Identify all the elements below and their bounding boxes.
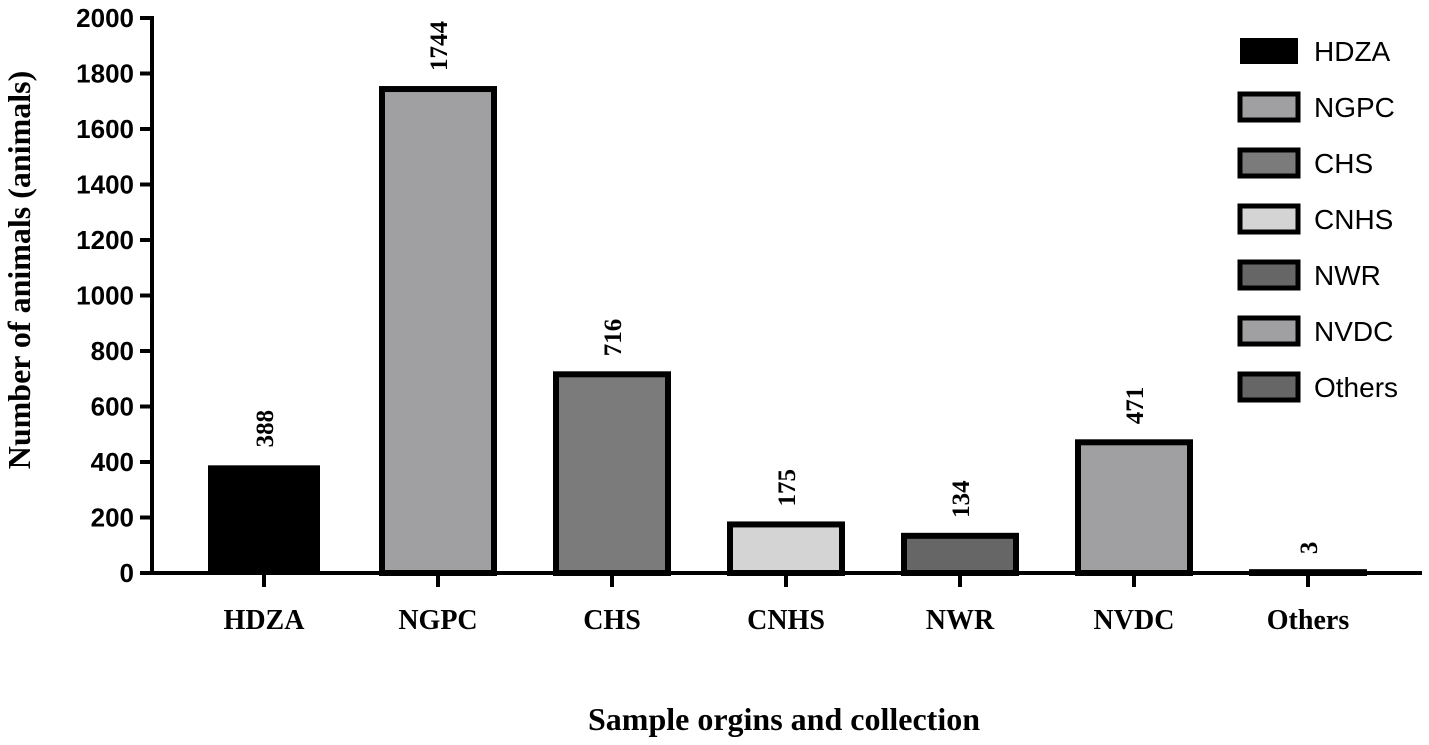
legend-label: Others [1314, 372, 1398, 403]
x-tick-label: NGPC [398, 605, 477, 636]
legend: HDZA NGPC CHS CNHS NWR NVDC Others [1237, 36, 1398, 403]
y-tick-label: 1000 [76, 281, 134, 311]
y-tick-label: 1400 [76, 170, 134, 200]
data-label: 175 [774, 469, 801, 507]
data-label: 716 [600, 319, 627, 357]
bar [208, 465, 320, 573]
data-label: 1744 [426, 21, 453, 72]
y-tick-label: 2000 [76, 3, 134, 33]
bar [1075, 439, 1193, 576]
x-axis-ticks: HDZA NGPC CHS CNHS NWR NVDC Others [224, 573, 1350, 636]
legend-swatch [1237, 315, 1301, 347]
data-labels: 388 1744 716 175 134 471 3 [252, 21, 1323, 555]
legend-label: HDZA [1314, 36, 1391, 67]
y-tick-label: 800 [91, 336, 134, 366]
y-tick-label: 1200 [76, 225, 134, 255]
legend-swatch [1237, 203, 1301, 235]
legend-swatch [1237, 259, 1301, 291]
y-tick-label: 400 [91, 447, 134, 477]
y-tick-label: 0 [120, 558, 134, 588]
legend-swatch [1237, 147, 1301, 179]
legend-swatch [1237, 91, 1301, 123]
x-axis-title: Sample orgins and collection [588, 701, 980, 737]
bar [553, 371, 671, 576]
data-label: 471 [1122, 387, 1149, 425]
bars [208, 86, 1367, 577]
data-label: 388 [252, 410, 279, 448]
data-label: 3 [1296, 542, 1323, 555]
bar [379, 86, 497, 576]
x-tick-label: CNHS [747, 605, 825, 636]
y-axis-ticks: 0 200 400 600 800 1000 1200 1400 1600 1800 2000 [76, 3, 152, 588]
bar [901, 532, 1019, 577]
y-tick-label: 1800 [76, 59, 134, 89]
x-tick-label: NWR [926, 605, 995, 636]
bar [727, 521, 845, 576]
legend-label: NWR [1314, 260, 1381, 291]
y-tick-label: 600 [91, 392, 134, 422]
legend-label: NGPC [1314, 92, 1395, 123]
y-tick-label: 1600 [76, 114, 134, 144]
legend-label: CHS [1314, 148, 1373, 179]
legend-label: CNHS [1314, 204, 1393, 235]
x-tick-label: CHS [583, 605, 641, 636]
legend-swatch [1237, 371, 1301, 403]
y-tick-label: 200 [91, 503, 134, 533]
legend-swatch [1240, 38, 1298, 64]
x-tick-label: NVDC [1094, 605, 1175, 636]
data-label: 134 [948, 480, 975, 518]
x-tick-label: Others [1267, 605, 1350, 636]
x-tick-label: HDZA [224, 605, 306, 636]
y-axis-title: Number of animals (animals) [1, 71, 37, 470]
legend-label: NVDC [1314, 316, 1393, 347]
